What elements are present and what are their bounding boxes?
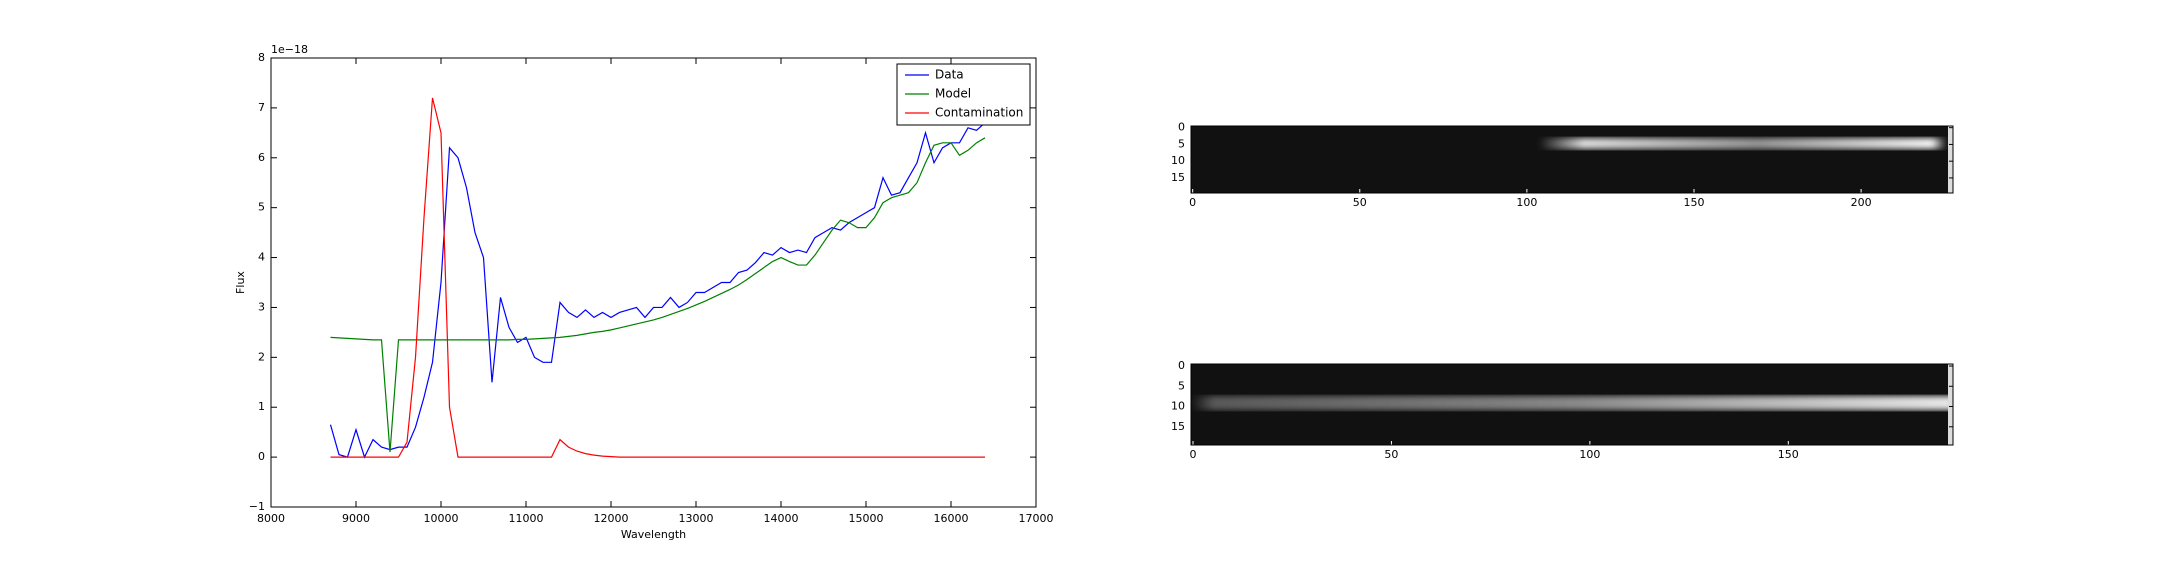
y-tick-label: 0 — [258, 450, 265, 463]
x-tick-label: 150 — [1778, 448, 1799, 461]
y-axis-label: Flux — [234, 271, 247, 294]
plot-area — [271, 58, 1036, 507]
y-tick-label: 5 — [1178, 137, 1185, 150]
y-tick-label: 2 — [258, 350, 265, 363]
x-tick-label: 50 — [1353, 196, 1367, 209]
axes-frame — [1190, 125, 1954, 194]
image-edge — [1948, 126, 1953, 193]
x-tick-label: 0 — [1189, 448, 1196, 461]
x-tick-label: 15000 — [849, 512, 884, 525]
offset-label: 1e−18 — [271, 43, 308, 56]
x-tick-label: 100 — [1579, 448, 1600, 461]
y-tick-label: 5 — [258, 201, 265, 214]
y-tick-label: 15 — [1171, 171, 1185, 184]
legend-label: Model — [935, 87, 971, 101]
y-tick-label: 15 — [1171, 420, 1185, 433]
y-tick-label: 5 — [1178, 379, 1185, 392]
axes-frame — [1190, 363, 1954, 446]
x-tick-label: 16000 — [934, 512, 969, 525]
y-tick-label: 4 — [258, 251, 265, 264]
series-line — [329, 122, 986, 459]
legend-label: Data — [935, 68, 964, 82]
legend-label: Contamination — [935, 106, 1023, 120]
x-tick-label: 10000 — [424, 512, 459, 525]
streak — [1191, 396, 1953, 410]
x-tick-label: 17000 — [1019, 512, 1054, 525]
y-tick-label: 10 — [1171, 154, 1185, 167]
x-tick-label: 200 — [1851, 196, 1872, 209]
x-tick-label: 8000 — [257, 512, 285, 525]
x-tick-label: 100 — [1516, 196, 1537, 209]
y-tick-label: 10 — [1171, 400, 1185, 413]
x-tick-label: 13000 — [679, 512, 714, 525]
y-tick-label: 1 — [258, 400, 265, 413]
y-tick-label: 0 — [1178, 359, 1185, 372]
axes-frame — [270, 57, 1037, 508]
image-streak — [1191, 138, 1947, 149]
x-tick-label: 0 — [1189, 196, 1196, 209]
image-streak — [1191, 396, 1953, 410]
y-tick-label: 0 — [1178, 121, 1185, 134]
image-edge — [1948, 364, 1953, 445]
y-tick-label: 8 — [258, 51, 265, 64]
series-line — [330, 137, 986, 453]
y-tick-label: 3 — [258, 300, 265, 313]
series-line — [330, 97, 985, 458]
image-background — [1191, 126, 1953, 193]
y-tick-label: 6 — [258, 151, 265, 164]
x-axis-label: Wavelength — [621, 528, 686, 541]
x-tick-label: 11000 — [509, 512, 544, 525]
x-tick-label: 9000 — [342, 512, 370, 525]
y-tick-label: 7 — [258, 101, 265, 114]
y-tick-label: −1 — [249, 500, 265, 513]
x-tick-label: 150 — [1683, 196, 1704, 209]
x-tick-label: 50 — [1384, 448, 1398, 461]
x-tick-label: 12000 — [594, 512, 629, 525]
streak — [1191, 138, 1947, 149]
x-tick-label: 14000 — [764, 512, 799, 525]
